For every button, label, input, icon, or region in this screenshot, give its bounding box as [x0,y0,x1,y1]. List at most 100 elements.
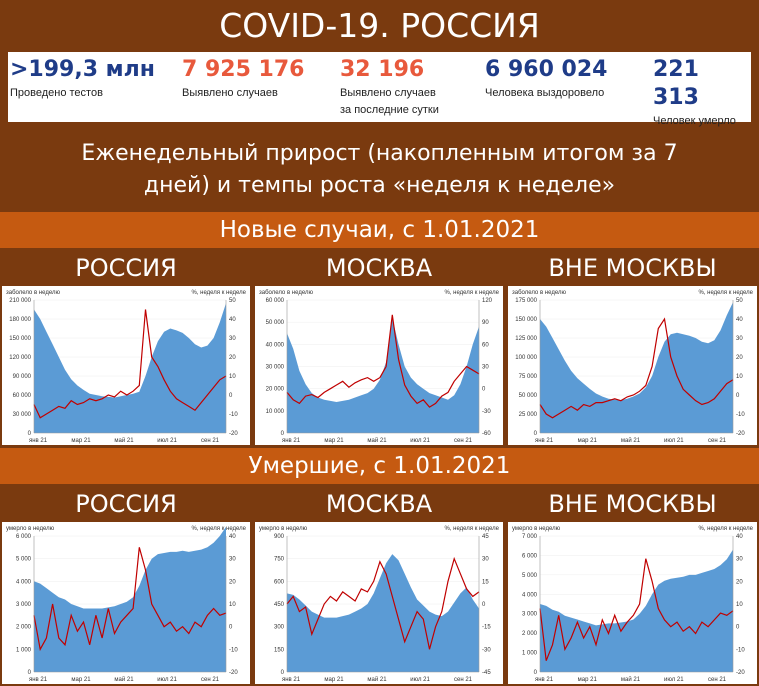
y-tick-left: 150 000 [515,317,537,323]
y-tick-right: -20 [229,670,238,676]
y-tick-right: 20 [736,579,743,585]
left-axis-label: заболело в неделю [6,290,60,296]
x-tick: май 21 [621,676,641,683]
y-tick-right: 90 [482,320,489,326]
y-tick-right: 30 [229,557,236,563]
y-tick-right: 30 [229,336,236,342]
x-tick: янв 21 [29,677,48,683]
x-tick: июл 21 [410,677,430,683]
stat-3: 6 960 024 Человека выздоровело [485,56,607,101]
x-tick: июл 21 [157,677,177,683]
line-series [539,558,734,661]
y-tick-left: 20 000 [266,387,285,393]
stat-value: 7 925 176 [182,57,305,82]
line-series [286,314,480,408]
x-tick: янв 21 [535,677,554,683]
y-tick-right: 10 [229,602,236,608]
chart-svg: умерло в неделю %, неделя к неделе 0 1 000 2… [512,526,754,683]
x-tick: май 21 [367,676,387,683]
left-axis-label: умерло в неделю [259,526,308,532]
y-tick-right: 50 [736,298,743,304]
x-tick: май 21 [367,437,387,444]
subtitle-line-1: Еженедельный прирост (накопленным итогом… [81,141,678,166]
y-tick-left: 6 000 [522,553,538,559]
y-tick-left: 0 [28,670,32,676]
y-tick-right: 0 [736,393,740,399]
chart-panel-deaths-4: умерло в неделю%, неделя к неделе 0 150 300… [255,522,503,684]
page-title: COVID-19. РОССИЯ [0,0,759,52]
y-tick-left: 60 000 [266,298,285,304]
y-tick-left: 175 000 [515,298,537,304]
x-tick: июл 21 [664,438,684,444]
y-tick-right: -20 [736,431,745,437]
y-tick-left: 4 000 [522,592,538,598]
chart-panel-deaths-5: умерло в неделю %, неделя к неделе 0 1 000 2… [508,522,757,684]
y-tick-right: 20 [229,355,236,361]
y-tick-left: 40 000 [266,342,285,348]
y-tick-left: 3 000 [16,602,32,608]
y-tick-right: 30 [736,557,743,563]
y-tick-right: -20 [229,431,238,437]
y-tick-right: 0 [736,625,740,631]
y-tick-left: 7 000 [522,534,538,540]
y-tick-left: 450 [274,602,285,608]
y-tick-right: 40 [229,317,236,323]
x-tick: сен 21 [454,677,473,683]
chart-subtitle: Еженедельный прирост (накопленным итогом… [0,130,759,210]
stat-label: Выявлено случаев [182,87,278,99]
y-tick-left: 30 000 [266,365,285,371]
y-tick-left: 0 [534,670,538,676]
line-series [33,309,227,419]
y-tick-right: 40 [736,534,743,540]
y-tick-left: 5 000 [16,557,32,563]
x-tick: май 21 [114,437,134,444]
x-tick: сен 21 [708,438,727,444]
y-tick-right: -20 [736,670,745,676]
stat-4: 221 313 Человек умерло [653,56,751,129]
y-tick-right: 0 [482,602,486,608]
x-tick: мар 21 [324,438,344,444]
area-series [34,526,226,672]
x-tick: мар 21 [71,677,91,683]
y-tick-right: 40 [229,534,236,540]
left-axis-label: умерло в неделю [512,526,561,532]
y-tick-right: 120 [482,298,493,304]
y-tick-right: 60 [482,342,489,348]
stat-label: Выявлено случаев [340,87,436,99]
y-tick-left: 0 [281,431,285,437]
region-label: РОССИЯ [75,490,177,518]
stat-0: >199,3 млн Проведено тестов [10,56,155,101]
y-tick-right: 10 [736,602,743,608]
stat-label: Человека выздоровело [485,87,605,99]
x-tick: май 21 [114,676,134,683]
right-axis-label: %, неделя к неделе [191,290,246,296]
chart-panel-cases-0: заболело в неделю %, неделя к неделе 0 30 0… [2,286,250,445]
section-deaths-title: Умершие, с 1.01.2021 [0,448,759,484]
stat-label-2: за последние сутки [340,104,439,116]
y-tick-right: 50 [229,298,236,304]
stat-value: 32 196 [340,57,425,82]
y-tick-right: -10 [736,647,745,653]
stat-label: Человек умерло [653,115,736,127]
y-tick-right: 10 [736,374,743,380]
y-tick-left: 0 [534,431,538,437]
stats-panel: >199,3 млн Проведено тестов 7 925 176 Выявл… [8,52,751,127]
x-tick: мар 21 [578,438,598,444]
left-axis-label: умерло в неделю [6,526,55,532]
y-tick-left: 75 000 [519,374,538,380]
y-tick-right: 45 [482,534,489,540]
x-tick: мар 21 [578,677,598,683]
x-tick: июл 21 [410,438,430,444]
y-tick-right: 30 [482,365,489,371]
chart-panel-cases-1: заболело в неделю %, неделя к неделе 0 10 0… [255,286,503,445]
area-series [540,549,733,672]
x-tick: сен 21 [454,438,473,444]
y-tick-left: 2 000 [522,631,538,637]
stat-2: 32 196 Выявлено случаев за последние сутки [340,56,439,118]
y-tick-left: 300 [274,625,285,631]
x-tick: янв 21 [535,438,554,444]
y-tick-left: 125 000 [515,336,537,342]
y-tick-right: -15 [482,625,491,631]
y-tick-left: 0 [281,670,285,676]
y-tick-left: 0 [28,431,32,437]
